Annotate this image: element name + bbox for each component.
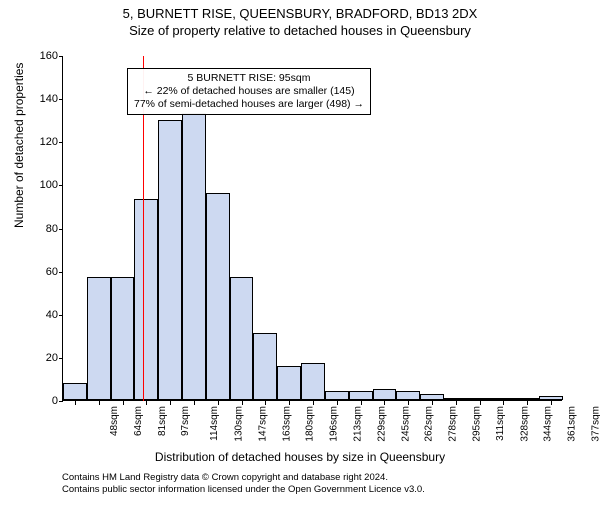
y-tick-label: 140 [28, 93, 58, 105]
x-tick-mark [456, 401, 457, 405]
x-tick-label: 328sqm [519, 406, 530, 442]
x-tick-mark [218, 401, 219, 405]
x-tick-mark [480, 401, 481, 405]
histogram-bar [492, 398, 516, 400]
chart-title-1: 5, BURNETT RISE, QUEENSBURY, BRADFORD, B… [0, 6, 600, 21]
x-tick-label: 229sqm [376, 406, 387, 442]
y-tick-label: 160 [28, 50, 58, 62]
x-tick-label: 147sqm [257, 406, 268, 442]
histogram-bar [87, 277, 111, 400]
y-tick-mark [59, 229, 63, 230]
x-tick-mark [194, 401, 195, 405]
x-tick-mark [313, 401, 314, 405]
annotation-line-1: 5 BURNETT RISE: 95sqm [134, 72, 364, 85]
x-tick-label: 361sqm [567, 406, 578, 442]
x-tick-mark [361, 401, 362, 405]
x-tick-label: 163sqm [281, 406, 292, 442]
x-axis-label: Distribution of detached houses by size … [0, 450, 600, 464]
x-tick-label: 81sqm [157, 406, 168, 436]
x-tick-label: 97sqm [180, 406, 191, 436]
x-tick-label: 114sqm [209, 406, 220, 441]
annotation-box: 5 BURNETT RISE: 95sqm← 22% of detached h… [127, 68, 371, 115]
x-tick-label: 130sqm [234, 406, 245, 442]
y-tick-mark [59, 401, 63, 402]
histogram-bar [396, 391, 420, 400]
annotation-line-3: 77% of semi-detached houses are larger (… [134, 98, 364, 111]
x-tick-mark [242, 401, 243, 405]
x-tick-label: 262sqm [424, 406, 435, 442]
histogram-bar [158, 120, 182, 400]
histogram-bar [349, 391, 373, 400]
x-tick-mark [99, 401, 100, 405]
histogram-bar [63, 383, 87, 400]
histogram-bar [134, 199, 158, 400]
x-tick-label: 278sqm [448, 406, 459, 442]
y-tick-mark [59, 185, 63, 186]
x-tick-mark [146, 401, 147, 405]
y-tick-mark [59, 56, 63, 57]
x-tick-label: 295sqm [472, 406, 483, 442]
x-tick-mark [337, 401, 338, 405]
y-tick-mark [59, 272, 63, 273]
histogram-bar [301, 363, 325, 400]
x-tick-label: 213sqm [353, 406, 364, 442]
attribution-line-1: Contains HM Land Registry data © Crown c… [62, 472, 425, 484]
y-tick-label: 100 [28, 179, 58, 191]
plot-area: 02040608010012014016048sqm64sqm81sqm97sq… [62, 56, 562, 401]
x-tick-label: 196sqm [329, 406, 340, 442]
y-tick-label: 80 [28, 223, 58, 235]
chart-title-2: Size of property relative to detached ho… [0, 23, 600, 38]
x-tick-label: 245sqm [400, 406, 411, 442]
x-tick-label: 344sqm [543, 406, 554, 442]
x-tick-mark [170, 401, 171, 405]
x-tick-mark [75, 401, 76, 405]
x-tick-mark [123, 401, 124, 405]
y-tick-mark [59, 142, 63, 143]
x-tick-mark [551, 401, 552, 405]
x-tick-label: 180sqm [305, 406, 316, 442]
histogram-bar [515, 398, 539, 400]
histogram-bar [373, 389, 397, 400]
chart-area: 02040608010012014016048sqm64sqm81sqm97sq… [62, 56, 562, 401]
attribution-line-2: Contains public sector information licen… [62, 484, 425, 496]
y-tick-mark [59, 358, 63, 359]
y-tick-label: 120 [28, 136, 58, 148]
attribution-text: Contains HM Land Registry data © Crown c… [62, 472, 425, 496]
y-tick-mark [59, 315, 63, 316]
histogram-bar [230, 277, 254, 400]
x-tick-label: 64sqm [133, 406, 144, 436]
histogram-bar [539, 396, 563, 400]
histogram-bar [111, 277, 135, 400]
y-tick-label: 60 [28, 266, 58, 278]
histogram-bar [420, 394, 444, 400]
x-tick-mark [384, 401, 385, 405]
histogram-bar [444, 398, 468, 400]
histogram-bar [468, 398, 492, 400]
y-tick-label: 0 [28, 395, 58, 407]
x-tick-mark [432, 401, 433, 405]
histogram-bar [182, 113, 206, 400]
y-tick-mark [59, 99, 63, 100]
x-tick-mark [265, 401, 266, 405]
histogram-bar [253, 333, 277, 400]
x-tick-mark [408, 401, 409, 405]
x-tick-mark [289, 401, 290, 405]
y-tick-label: 40 [28, 309, 58, 321]
y-axis-label: Number of detached properties [12, 63, 26, 228]
histogram-bar [206, 193, 230, 400]
x-tick-label: 48sqm [109, 406, 120, 436]
x-tick-mark [527, 401, 528, 405]
x-tick-label: 377sqm [591, 406, 600, 442]
histogram-bar [325, 391, 349, 400]
histogram-bar [277, 366, 301, 401]
x-tick-label: 311sqm [495, 406, 506, 441]
x-tick-mark [503, 401, 504, 405]
y-tick-label: 20 [28, 352, 58, 364]
annotation-line-2: ← 22% of detached houses are smaller (14… [134, 85, 364, 98]
